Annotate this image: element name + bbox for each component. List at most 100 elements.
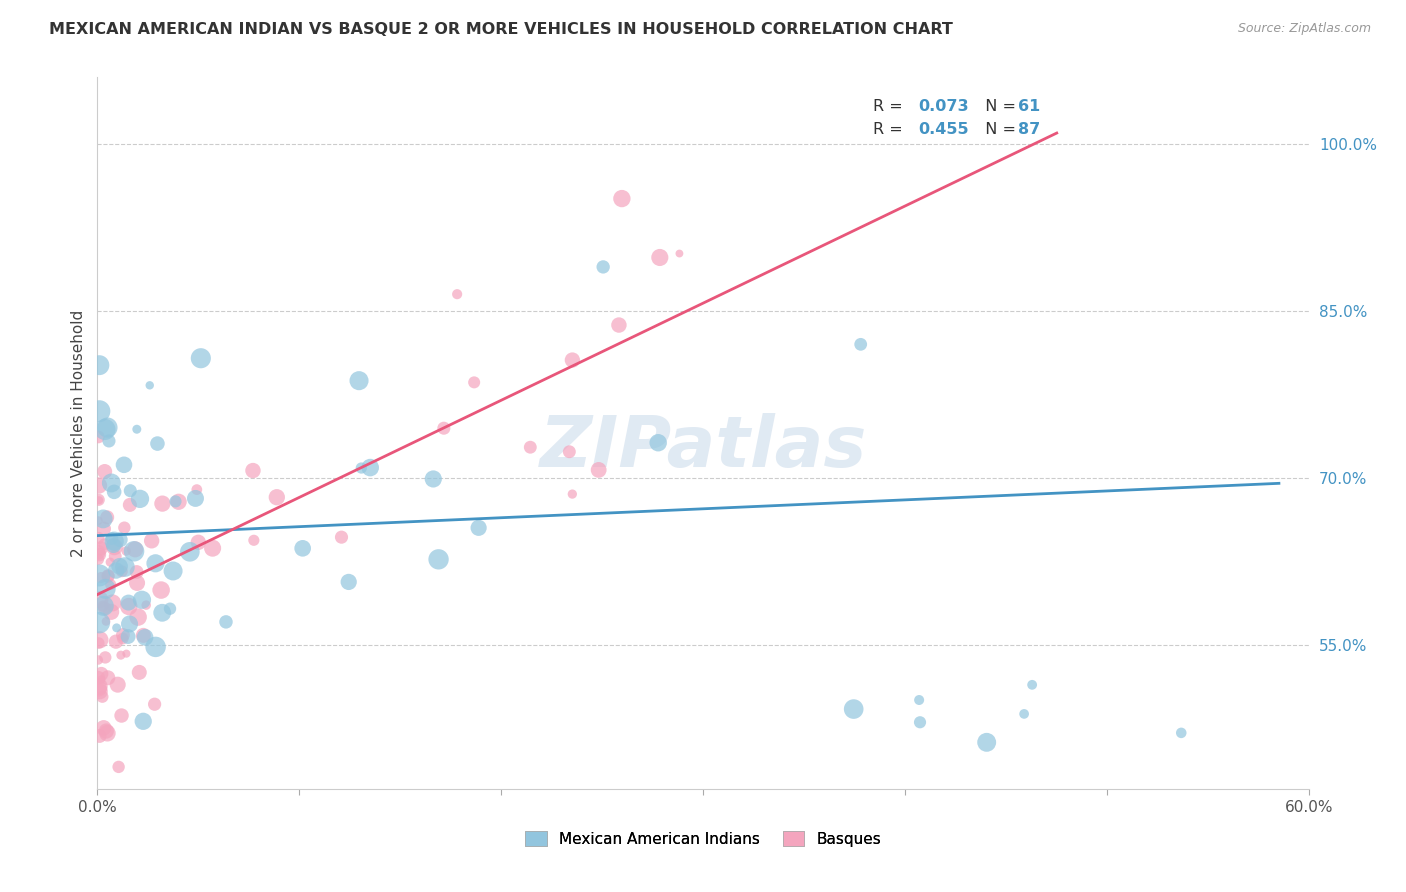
Point — [150, 497, 173, 511]
Point — [135, 598, 157, 612]
Point — [433, 421, 456, 435]
Point — [463, 376, 485, 390]
Point — [96, 724, 118, 739]
Point — [112, 458, 135, 472]
Point — [146, 436, 169, 450]
Text: R =: R = — [873, 122, 908, 137]
Point — [167, 495, 190, 509]
Point — [87, 478, 110, 492]
Point — [190, 351, 212, 366]
Point — [97, 671, 120, 685]
Point — [908, 715, 931, 730]
Point — [100, 475, 122, 490]
Point — [184, 491, 207, 506]
Point — [150, 606, 173, 620]
Point — [94, 422, 117, 436]
Point — [127, 610, 149, 624]
Point — [94, 582, 117, 596]
Text: 61: 61 — [1018, 99, 1040, 114]
Point — [107, 760, 129, 774]
Point — [90, 667, 112, 681]
Point — [111, 628, 134, 642]
Point — [89, 568, 111, 582]
Point — [134, 630, 156, 644]
Point — [215, 615, 238, 629]
Point — [1170, 726, 1192, 740]
Point — [90, 541, 112, 556]
Point — [103, 484, 125, 499]
Point — [103, 540, 125, 554]
Point — [115, 544, 138, 558]
Point — [110, 648, 132, 662]
Point — [115, 647, 138, 661]
Point — [89, 684, 111, 698]
Point — [105, 564, 128, 578]
Text: 0.455: 0.455 — [918, 122, 969, 137]
Point — [98, 555, 121, 569]
Point — [131, 592, 153, 607]
Point — [1012, 706, 1035, 721]
Point — [179, 545, 201, 559]
Point — [87, 531, 110, 545]
Point — [117, 630, 139, 644]
Point — [647, 435, 669, 450]
Point — [849, 337, 872, 351]
Point — [467, 521, 489, 535]
Point — [89, 358, 111, 372]
Point — [132, 628, 155, 642]
Point — [330, 530, 353, 544]
Point — [93, 599, 115, 613]
Point — [150, 583, 173, 598]
Point — [105, 621, 128, 635]
Point — [187, 535, 209, 549]
Point — [89, 632, 111, 647]
Point — [350, 461, 373, 475]
Point — [976, 735, 998, 749]
Point — [101, 532, 124, 546]
Point — [117, 596, 139, 610]
Text: Source: ZipAtlas.com: Source: ZipAtlas.com — [1237, 22, 1371, 36]
Point — [132, 714, 155, 729]
Point — [93, 537, 115, 551]
Point — [100, 577, 122, 591]
Point — [107, 678, 129, 692]
Point — [97, 568, 120, 582]
Point — [143, 697, 166, 711]
Point — [118, 617, 141, 632]
Point — [91, 690, 114, 704]
Text: MEXICAN AMERICAN INDIAN VS BASQUE 2 OR MORE VEHICLES IN HOUSEHOLD CORRELATION CH: MEXICAN AMERICAN INDIAN VS BASQUE 2 OR M… — [49, 22, 953, 37]
Point — [607, 318, 630, 332]
Point — [108, 559, 131, 574]
Point — [128, 665, 150, 680]
Point — [89, 404, 111, 418]
Point — [87, 681, 110, 696]
Point — [103, 539, 125, 553]
Point — [89, 548, 111, 562]
Point — [87, 492, 110, 507]
Point — [87, 545, 110, 559]
Point — [96, 420, 118, 434]
Point — [446, 287, 468, 301]
Point — [89, 592, 111, 607]
Point — [141, 533, 163, 548]
Point — [145, 556, 167, 570]
Point — [89, 729, 111, 743]
Point — [94, 615, 117, 629]
Point — [139, 378, 162, 392]
Point — [125, 422, 148, 436]
Point — [91, 512, 114, 526]
Point — [104, 634, 127, 648]
Point — [91, 599, 114, 614]
Point — [96, 510, 118, 524]
Point — [118, 599, 141, 614]
Point — [103, 534, 125, 549]
Point — [90, 570, 112, 584]
Text: ZIPatlas: ZIPatlas — [540, 413, 868, 482]
Point — [519, 440, 541, 454]
Point — [124, 542, 146, 557]
Point — [111, 564, 134, 578]
Point — [104, 549, 127, 564]
Point — [159, 601, 181, 615]
Point — [588, 463, 610, 477]
Point — [108, 533, 131, 547]
